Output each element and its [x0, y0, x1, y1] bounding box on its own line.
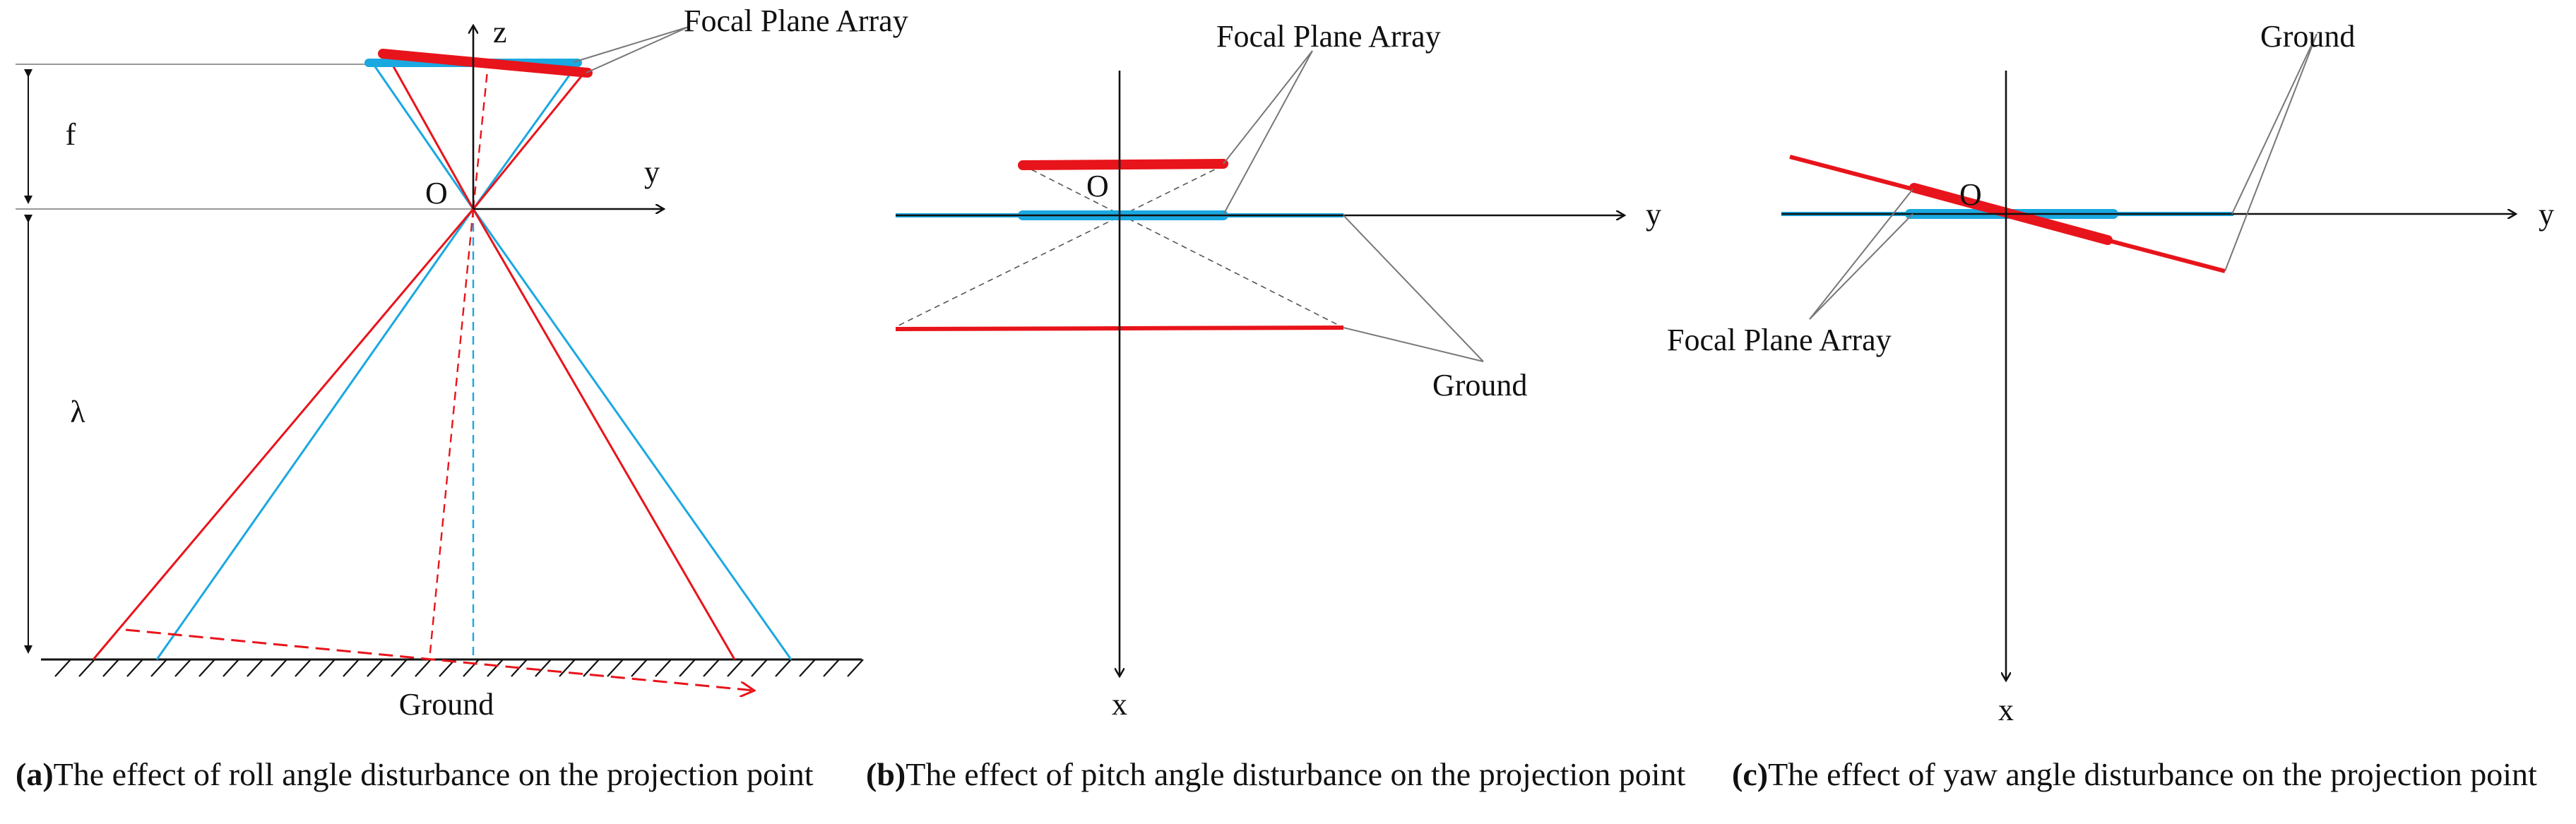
- ground-hatch-mark: [727, 659, 744, 677]
- ground-hatch-mark: [102, 659, 119, 677]
- blue-ray-left-upper: [372, 63, 475, 210]
- dashed-construction-2: [895, 165, 1224, 328]
- ground-hatch-mark: [222, 659, 239, 677]
- ground-hatch-mark: [535, 659, 552, 677]
- x-axis-label: x: [1112, 687, 1127, 722]
- caption-c: (c)The effect of yaw angle disturbance o…: [1732, 756, 2537, 792]
- ground-leader-1: [1343, 215, 1484, 362]
- z-axis-label: z: [493, 15, 507, 49]
- blue-ray-right-lower: [472, 208, 793, 660]
- ground-hatch-mark: [319, 659, 336, 677]
- origin-label: O: [425, 176, 448, 210]
- panel-c-yaw: y x O Ground Focal Plane Array: [1667, 19, 2554, 727]
- red-focal-plane-array: [378, 49, 593, 78]
- ground-hatch-mark: [343, 659, 360, 677]
- ground-hatch-mark: [583, 659, 600, 677]
- ground-leader-1: [2231, 33, 2317, 215]
- focal-plane-label: Focal Plane Array: [1216, 19, 1441, 54]
- ground-label: Ground: [1432, 368, 1527, 402]
- panel-b-pitch: y x O Focal Plane Array Ground: [895, 19, 1661, 722]
- red-center-dashed-upper: [472, 70, 489, 210]
- ground-hatch-mark: [126, 659, 143, 677]
- focal-plane-leader-2: [586, 26, 689, 73]
- ground-hatch-mark: [607, 659, 624, 677]
- ground-hatch-mark: [823, 659, 840, 677]
- origin-label: O: [1959, 177, 1982, 212]
- caption-c-tag: (c): [1732, 756, 1768, 792]
- focal-plane-label: Focal Plane Array: [684, 4, 908, 38]
- dashed-construction-1: [1022, 165, 1343, 328]
- ground-hatch-mark: [751, 659, 768, 677]
- ground-hatch-mark: [655, 659, 672, 677]
- ground-hatching: [54, 659, 864, 677]
- red-focal-plane-array: [1018, 159, 1228, 170]
- caption-b-tag: (b): [866, 756, 906, 792]
- ground-hatch-mark: [559, 659, 576, 677]
- captions: (a)The effect of roll angle disturbance …: [16, 756, 2537, 792]
- lambda-label: λ: [70, 395, 85, 429]
- blue-ray-left-lower: [155, 208, 475, 660]
- f-label: f: [66, 117, 76, 152]
- ground-hatch-mark: [631, 659, 648, 677]
- caption-a: (a)The effect of roll angle disturbance …: [16, 756, 814, 792]
- ground-hatch-mark: [679, 659, 696, 677]
- red-ray-right-upper: [472, 71, 586, 210]
- red-ray-left-upper: [386, 54, 475, 210]
- ground-hatch-mark: [78, 659, 95, 677]
- ground-hatch-mark: [367, 659, 384, 677]
- focal-plane-leader-1: [573, 26, 689, 63]
- ground-hatch-mark: [174, 659, 191, 677]
- red-ray-left-lower: [92, 208, 475, 660]
- caption-c-text: The effect of yaw angle disturbance on t…: [1768, 756, 2537, 792]
- y-axis-label: y: [644, 155, 660, 189]
- ground-hatch-mark: [775, 659, 792, 677]
- ground-hatch-mark: [463, 659, 480, 677]
- ground-hatch-mark: [150, 659, 167, 677]
- caption-b-text: The effect of pitch angle disturbance on…: [906, 756, 1685, 792]
- caption-b: (b)The effect of pitch angle disturbance…: [866, 756, 1685, 792]
- x-axis-label: x: [1998, 693, 2014, 727]
- ground-hatch-mark: [703, 659, 720, 677]
- ground-hatch-mark: [415, 659, 432, 677]
- y-axis-label: y: [2539, 197, 2554, 232]
- ground-label: Ground: [399, 687, 494, 722]
- ground-hatch-mark: [198, 659, 215, 677]
- focal-plane-leader-2: [1809, 213, 1913, 320]
- ground-hatch-mark: [847, 659, 864, 677]
- y-axis-label: y: [1646, 197, 1661, 232]
- ground-hatch-mark: [271, 659, 287, 677]
- ground-hatch-mark: [295, 659, 311, 677]
- focal-plane-leader-1: [1223, 50, 1313, 165]
- focal-plane-label: Focal Plane Array: [1667, 323, 1892, 357]
- red-ray-right-lower: [472, 208, 736, 660]
- panel-a-roll: f λ Ground z y O Focal Plane: [16, 4, 908, 722]
- ground-hatch-mark: [247, 659, 263, 677]
- ground-hatch-mark: [487, 659, 504, 677]
- ground-hatch-mark: [799, 659, 816, 677]
- focal-plane-leader-2: [1223, 50, 1313, 215]
- ground-label: Ground: [2260, 19, 2355, 54]
- ground-hatch-mark: [391, 659, 408, 677]
- caption-a-tag: (a): [16, 756, 54, 792]
- blue-ray-right-upper: [472, 63, 579, 210]
- focal-plane-leader-1: [1809, 189, 1913, 320]
- ground-leader-2: [2224, 33, 2317, 272]
- origin-label: O: [1086, 169, 1109, 203]
- ground-hatch-mark: [54, 659, 71, 677]
- red-center-dashed-lower: [428, 208, 475, 660]
- ground-leader-2: [1343, 327, 1484, 362]
- caption-a-text: The effect of roll angle disturbance on …: [54, 756, 814, 792]
